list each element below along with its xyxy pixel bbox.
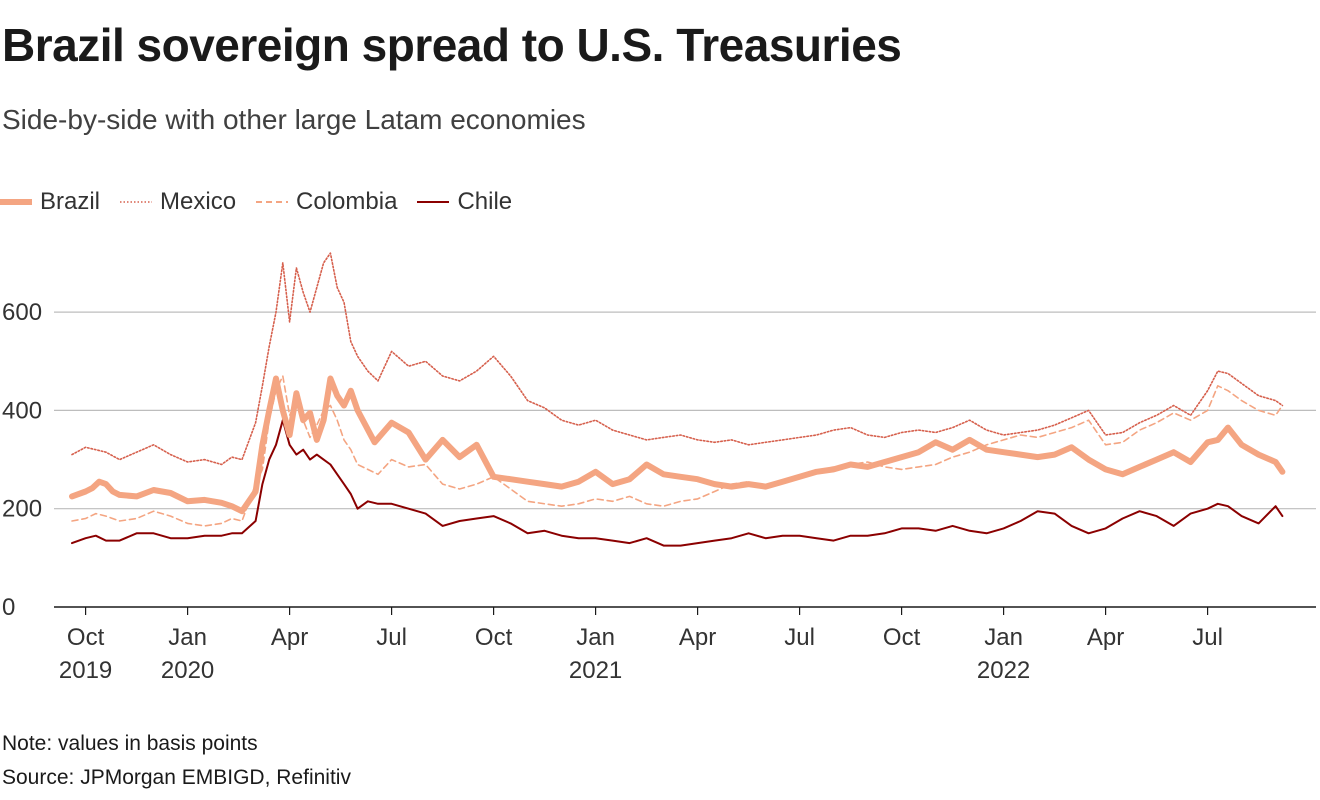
chile-line-swatch-icon [417, 201, 450, 203]
legend-item-colombia: Colombia [256, 188, 397, 216]
x-tick-label-jul-11: Jul [1192, 624, 1223, 651]
x-tick-label-apr-10: Apr [1087, 624, 1124, 651]
x-tick-label-jan-1: Jan [168, 624, 207, 651]
chart-plot-area: 0 200 400 600 Oct 2019 Jan 2020 Apr Jul Oct Jan 2021… [2, 252, 1316, 684]
legend-label-mexico: Mexico [160, 188, 237, 215]
x-tick-label-oct-8: Oct [883, 624, 921, 651]
x-tick-label-jul-7: Jul [784, 624, 815, 651]
y-tick-label-200: 200 [2, 496, 42, 523]
colombia-line-swatch-icon [256, 201, 289, 203]
series-line-chile [71, 419, 1284, 547]
legend-label-chile: Chile [457, 188, 513, 215]
x-tick-label-jan-5: Jan [576, 624, 615, 651]
x-tick-label-jan-9: Jan [984, 624, 1023, 651]
legend-item-chile: Chile [417, 188, 512, 216]
legend: Brazil Mexico Colombia Chile [0, 186, 532, 218]
x-tick-year-2019: 2019 [59, 657, 112, 684]
series-line-mexico [71, 252, 1284, 466]
x-tick-year-2021: 2021 [569, 657, 622, 684]
chart-title: Brazil sovereign spread to U.S. Treasuri… [2, 19, 902, 71]
legend-label-colombia: Colombia [296, 188, 398, 215]
chart-subtitle: Side-by-side with other large Latam econ… [2, 104, 586, 135]
y-tick-label-400: 400 [2, 397, 42, 424]
legend-item-brazil: Brazil [0, 188, 100, 216]
series-line-colombia [71, 375, 1284, 527]
legend-label-brazil: Brazil [40, 188, 101, 215]
x-tick-label-oct-4: Oct [475, 624, 513, 651]
series-line-brazil [69, 375, 1286, 515]
y-tick-label-0: 0 [2, 594, 15, 621]
brazil-line-swatch-icon [0, 199, 32, 205]
x-tick-year-2022: 2022 [977, 657, 1030, 684]
mexico-line-swatch-icon [120, 201, 153, 203]
legend-item-mexico: Mexico [120, 188, 236, 216]
x-tick-label-apr-2: Apr [271, 624, 308, 651]
chart-source: Source: JPMorgan EMBIGD, Refinitiv [2, 766, 351, 789]
y-tick-label-600: 600 [2, 299, 42, 326]
x-tick-label-oct-0: Oct [67, 624, 105, 651]
x-tick-year-2020: 2020 [161, 657, 214, 684]
chart-note: Note: values in basis points [2, 732, 258, 755]
x-tick-label-jul-3: Jul [376, 624, 407, 651]
x-tick-label-apr-6: Apr [679, 624, 716, 651]
